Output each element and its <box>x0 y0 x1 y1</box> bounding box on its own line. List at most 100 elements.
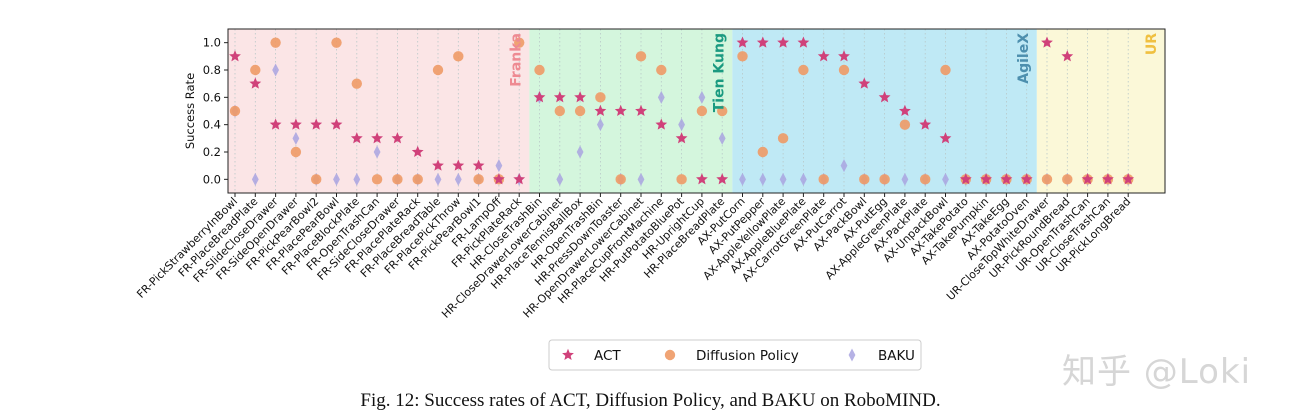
act-point <box>452 159 465 171</box>
baku-point <box>292 131 300 145</box>
diffusion-policy-point <box>798 64 809 76</box>
act-point <box>249 77 262 89</box>
legend-label: ACT <box>594 348 621 364</box>
baku-point <box>942 172 949 186</box>
act-point <box>493 173 505 185</box>
act-point <box>959 173 972 185</box>
act-point <box>269 118 282 130</box>
data-points <box>229 36 1135 186</box>
diffusion-policy-point <box>838 64 850 76</box>
act-point <box>635 104 647 117</box>
region-label: Tien Kung <box>711 33 727 112</box>
y-axis-label: Success Rate <box>183 73 197 149</box>
baku-point <box>759 172 767 186</box>
act-point <box>1122 173 1135 185</box>
legend-marker-baku <box>848 348 856 362</box>
diffusion-policy-point <box>899 119 911 130</box>
baku-point <box>353 172 361 186</box>
y-tick-label: 0.0 <box>203 172 221 186</box>
legend-marker-act <box>562 348 574 361</box>
region-labels: Franka Tien Kung AgileX UR <box>508 33 1160 112</box>
act-point <box>675 132 688 144</box>
legend: ACT Diffusion Policy BAKU <box>548 339 922 371</box>
act-point <box>980 173 992 185</box>
diffusion-policy-point <box>229 105 241 117</box>
act-point <box>1081 173 1094 185</box>
baku-point <box>800 172 807 186</box>
axes <box>224 28 1166 197</box>
figure-caption: Fig. 12: Success rates of ACT, Diffusion… <box>360 390 941 411</box>
baku-point <box>495 159 503 173</box>
baku-point <box>739 172 746 186</box>
act-point <box>655 118 668 130</box>
diffusion-policy-point <box>737 51 748 62</box>
diffusion-policy-point <box>656 64 667 76</box>
baku-point <box>454 172 462 186</box>
baku-point <box>373 145 381 159</box>
y-tick-label: 0.2 <box>203 145 221 159</box>
act-point <box>310 118 323 130</box>
legend-marker-diffusion-policy <box>664 349 676 361</box>
baku-point <box>698 90 706 104</box>
act-point <box>533 91 546 103</box>
diffusion-policy-point <box>757 146 768 158</box>
act-point <box>1041 36 1053 48</box>
act-point <box>391 132 404 144</box>
act-point <box>919 118 932 130</box>
diffusion-policy-point <box>371 174 383 185</box>
act-point <box>472 159 485 171</box>
act-point <box>229 50 241 62</box>
diffusion-policy-point <box>250 64 261 76</box>
act-point <box>574 91 586 103</box>
legend-label: BAKU <box>878 348 915 364</box>
y-tick-label: 0.6 <box>203 90 221 104</box>
chart-area: Franka Tien Kung AgileX UR 0.0 0.2 0.4 0.6 0.8 1… <box>134 28 1166 371</box>
diffusion-policy-point <box>290 146 302 158</box>
baku-point <box>272 63 279 77</box>
diffusion-policy-point <box>574 105 586 117</box>
act-point <box>1020 173 1033 185</box>
baku-point <box>556 172 564 186</box>
diffusion-policy-point <box>717 105 728 117</box>
act-point <box>1102 173 1114 185</box>
act-point <box>736 36 749 48</box>
act-point <box>878 91 891 103</box>
diffusion-policy-point <box>311 174 322 185</box>
diffusion-policy-point <box>412 174 423 185</box>
baku-point <box>718 131 726 145</box>
y-tick-label: 0.8 <box>203 63 221 77</box>
diffusion-policy-point <box>453 51 464 62</box>
diffusion-policy-point <box>514 37 525 48</box>
baku-point <box>251 172 259 186</box>
act-point <box>553 91 566 103</box>
diffusion-policy-point <box>635 51 647 62</box>
region-label: AgileX <box>1016 33 1032 84</box>
region-ur <box>1036 29 1165 193</box>
diffusion-policy-point <box>351 78 362 89</box>
baku-point <box>678 118 685 132</box>
legend-label: Diffusion Policy <box>696 348 799 364</box>
act-point <box>432 159 444 171</box>
diffusion-policy-point <box>473 174 484 185</box>
diffusion-policy-point <box>615 174 626 185</box>
diffusion-policy-point <box>554 105 565 117</box>
diffusion-policy-point <box>331 37 342 48</box>
act-point <box>797 36 810 48</box>
diffusion-policy-point <box>696 105 708 117</box>
act-point <box>290 118 302 130</box>
act-point <box>1061 50 1074 62</box>
act-point <box>899 104 911 117</box>
baku-point <box>576 145 584 159</box>
baku-point <box>657 90 665 104</box>
diffusion-policy-point <box>920 174 931 185</box>
act-point <box>858 77 871 89</box>
legend-box <box>548 339 922 371</box>
region-franka <box>228 29 530 193</box>
y-tick-label: 1.0 <box>203 36 221 50</box>
diffusion-policy-point <box>818 174 829 185</box>
act-point <box>411 145 424 158</box>
baku-point <box>901 172 909 186</box>
diffusion-policy-point <box>940 64 951 76</box>
baku-point <box>779 172 787 186</box>
